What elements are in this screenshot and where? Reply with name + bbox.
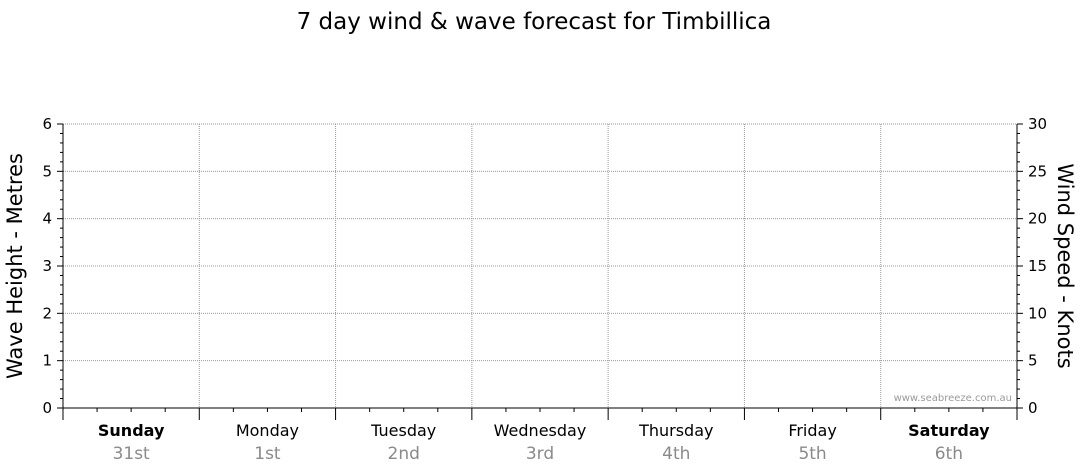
left-tick-label: 3 [42,257,52,275]
day-date-label: 2nd [388,444,420,464]
day-date-label: 4th [662,444,690,464]
axes [57,123,1023,420]
day-labels: Sunday 31st Monday 1st Tuesday 2nd Wednesday 3r… [98,421,990,464]
day-date-label: 5th [798,444,826,464]
right-tick-label: 30 [1028,115,1047,133]
day-name-label: Wednesday [494,421,587,440]
left-tick-label: 5 [42,162,52,180]
right-tick-label: 25 [1028,162,1047,180]
grid [63,123,1017,408]
right-axis-title: Wind Speed - Knots [1053,163,1077,368]
right-tick-label: 5 [1028,352,1038,370]
day-date-label: 6th [935,444,963,464]
day-name-label: Saturday [908,421,990,440]
day-date-label: 31st [113,444,150,464]
left-tick-label: 4 [42,210,52,228]
left-tick-label: 2 [42,304,52,322]
left-tick-label: 0 [42,399,52,417]
day-name-label: Thursday [638,421,713,440]
right-tick-label: 20 [1028,210,1047,228]
tick-labels: 0 1 2 3 4 5 6 0 5 10 15 20 25 30 [42,115,1047,417]
day-name-label: Friday [788,421,837,440]
day-name-label: Monday [236,421,299,440]
day-name-label: Tuesday [370,421,436,440]
left-tick-label: 1 [42,352,52,370]
day-date-label: 1st [254,444,281,464]
chart-title: 7 day wind & wave forecast for Timbillic… [297,9,772,35]
right-tick-label: 15 [1028,257,1047,275]
right-tick-label: 0 [1028,399,1038,417]
watermark-text: www.seabreeze.com.au [894,393,1012,404]
right-tick-label: 10 [1028,304,1047,322]
day-name-label: Sunday [98,421,165,440]
day-date-label: 3rd [526,444,554,464]
left-tick-label: 6 [42,115,52,133]
left-axis-title: Wave Height - Metres [3,153,27,379]
